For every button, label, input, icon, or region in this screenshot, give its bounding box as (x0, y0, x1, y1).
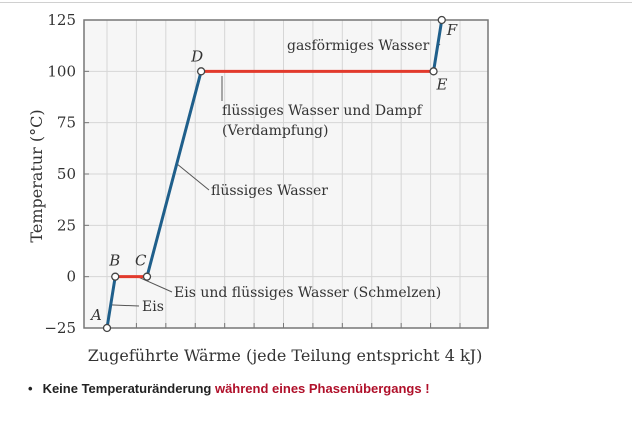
y-tick-label: 75 (57, 114, 76, 132)
top-divider (0, 2, 632, 3)
point-label-F: F (446, 21, 458, 39)
point-labels: A B C D E F (89, 21, 458, 324)
x-axis-title: Zugeführte Wärme (jede Teilung entsprich… (88, 346, 483, 365)
y-axis-ticks: −25 0 25 50 75 100 125 (44, 11, 89, 337)
annotation-schmelzen: Eis und flüssiges Wasser (Schmelzen) (174, 285, 441, 301)
point-label-C: C (135, 252, 147, 270)
note-bullet-item: • Keine Temperaturänderung während eines … (28, 381, 430, 396)
segment-EF (432, 18, 444, 73)
point-marker-B (111, 272, 120, 281)
y-tick-label: 125 (47, 11, 76, 29)
annotation-verdampfung-line2: (Verdampfung) (222, 123, 328, 139)
y-axis-title: Temperatur (°C) (27, 109, 46, 242)
note-text-highlight: während eines Phasenübergangs ! (214, 381, 430, 396)
leader-schmelzen (137, 276, 173, 293)
point-label-E: E (436, 75, 448, 93)
y-tick-label: 100 (47, 62, 76, 80)
bullet-dot: • (28, 381, 33, 396)
point-label-B: B (108, 252, 120, 270)
y-tick-label: 0 (66, 268, 76, 286)
point-label-D: D (190, 47, 203, 65)
note-text-plain: Keine Temperaturänderung (42, 381, 215, 396)
point-marker-E (429, 67, 438, 76)
leader-eis (110, 304, 140, 307)
point-marker-C (142, 272, 152, 281)
point-marker-A (102, 323, 112, 333)
annotation-eis: Eis (142, 299, 164, 315)
segment-AB (105, 275, 117, 330)
leader-fluessig (176, 163, 210, 191)
y-tick-label: 50 (57, 165, 76, 183)
annotation-verdampfung-line1: flüssiges Wasser und Dampf (222, 103, 424, 119)
point-label-A: A (89, 306, 102, 324)
point-marker-F (437, 15, 446, 25)
annotation-gas: gasförmiges Wasser (287, 38, 430, 54)
curve-segments (105, 18, 444, 330)
phase-diagram-chart: −25 0 25 50 75 100 125 A B C D E F Eis Eis und flüs… (27, 11, 489, 365)
y-tick-label: 25 (57, 216, 76, 234)
segment-CD (145, 69, 203, 279)
curve-points (102, 15, 446, 333)
annotation-leaders (110, 42, 441, 307)
y-tick-label: −25 (44, 319, 76, 337)
point-marker-D (196, 67, 206, 76)
annotation-fluessig: flüssiges Wasser (211, 183, 328, 199)
